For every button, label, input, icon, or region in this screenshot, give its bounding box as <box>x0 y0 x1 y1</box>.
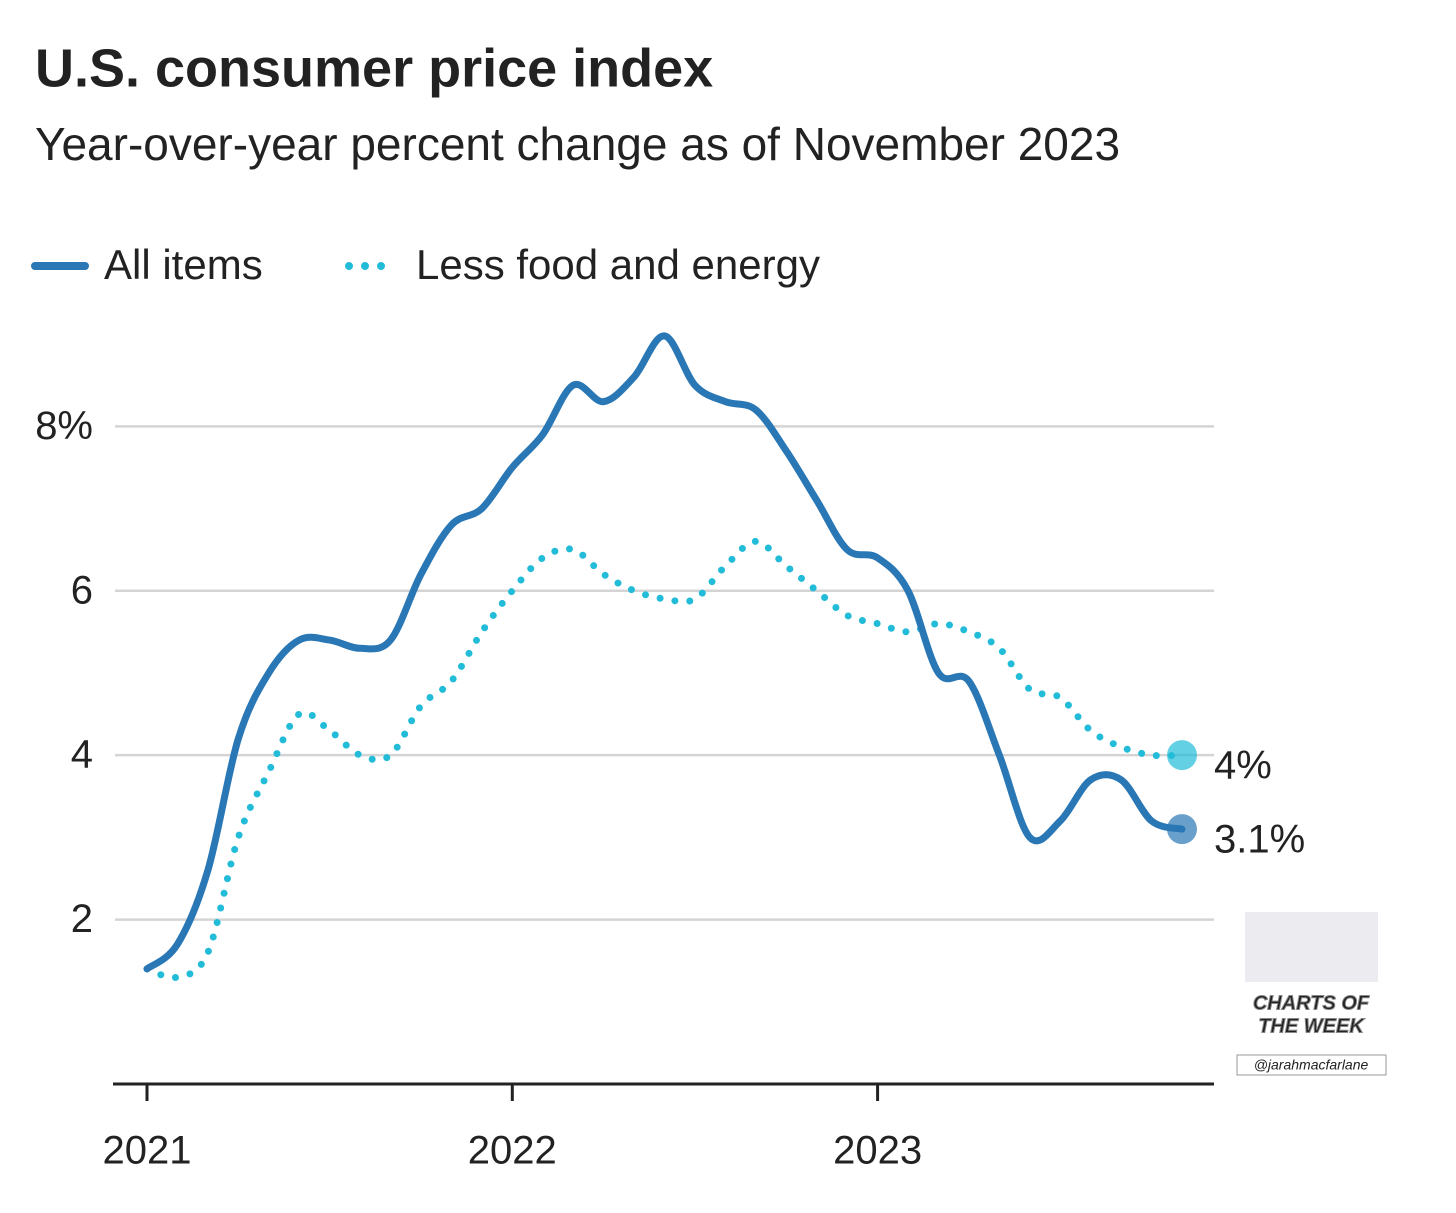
y-tick-label: 4 <box>71 733 93 777</box>
watermark-text: CHARTS OF <box>1253 992 1370 1014</box>
watermark-image <box>1245 912 1378 982</box>
y-tick-label: 6 <box>71 568 93 612</box>
legend-label: All items <box>104 241 263 288</box>
legend-label: Less food and energy <box>416 241 820 288</box>
y-tick-label: 2 <box>71 897 93 941</box>
chart-subtitle: Year-over-year percent change as of Nove… <box>35 118 1120 170</box>
x-tick-label: 2023 <box>833 1129 922 1173</box>
series-line <box>143 537 1186 982</box>
data-label: 4% <box>1214 744 1272 788</box>
watermark: CHARTS OF THE WEEK @jarahmacfarlane <box>1236 912 1387 1076</box>
end-point <box>1167 740 1197 771</box>
x-tick-label: 2022 <box>468 1129 557 1173</box>
data-label: 3.1% <box>1214 818 1305 862</box>
y-tick-label: 8% <box>35 404 93 448</box>
watermark-handle: @jarahmacfarlane <box>1254 1057 1369 1073</box>
end-point <box>1167 814 1197 845</box>
x-tick-label: 2021 <box>103 1129 192 1173</box>
watermark-box <box>1236 1054 1387 1076</box>
watermark-text: THE WEEK <box>1258 1015 1365 1037</box>
chart-title: U.S. consumer price index <box>35 38 713 98</box>
series-line <box>143 332 1186 973</box>
